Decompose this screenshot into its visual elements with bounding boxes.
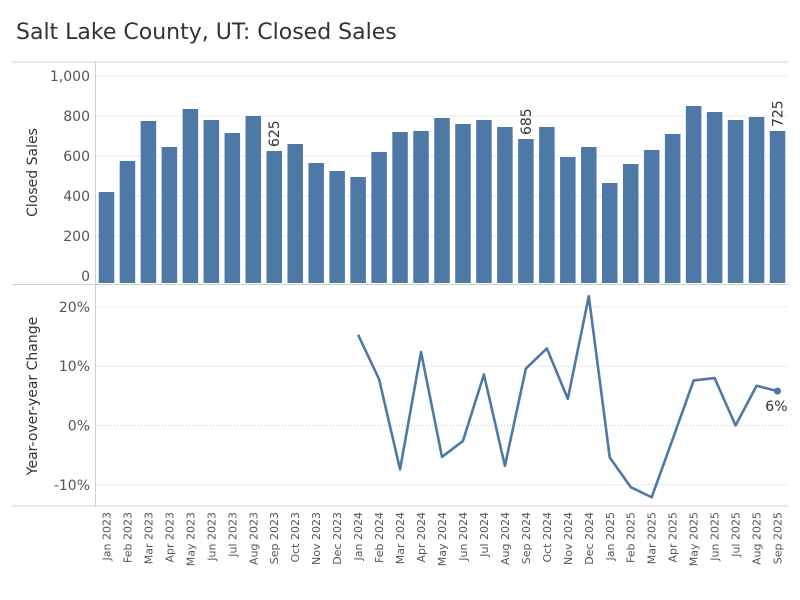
x-tick-label: Sep 2025 bbox=[772, 512, 785, 564]
page-title: Salt Lake County, UT: Closed Sales bbox=[16, 20, 397, 45]
yoy-change-line-panel: -10% 0% 10% 20% Year-over-year Change 6% bbox=[25, 294, 788, 499]
x-tick-label: Jul 2025 bbox=[730, 512, 743, 558]
closed-sales-bar bbox=[581, 147, 597, 283]
bar-y-axis-title: Closed Sales bbox=[25, 128, 41, 217]
x-tick-label: Aug 2024 bbox=[499, 512, 512, 565]
bar-data-label: 625 bbox=[267, 120, 283, 147]
x-tick-label: Aug 2023 bbox=[247, 512, 260, 565]
closed-sales-bar bbox=[476, 120, 492, 283]
x-tick-label: Apr 2024 bbox=[415, 512, 428, 563]
line-data-label: 6% bbox=[765, 399, 787, 415]
x-tick-label: May 2025 bbox=[688, 512, 701, 566]
closed-sales-bar bbox=[287, 144, 303, 283]
x-tick-label: Dec 2024 bbox=[583, 512, 596, 565]
x-tick-label: Jul 2024 bbox=[478, 512, 491, 558]
closed-sales-bar bbox=[748, 117, 765, 283]
x-tick-label: Sep 2023 bbox=[268, 512, 281, 564]
closed-sales-bar bbox=[140, 121, 157, 283]
closed-sales-bar-panel: 0 200 400 600 800 1,000 Closed Sales 625 685 725 bbox=[25, 69, 788, 285]
x-tick-label: Dec 2023 bbox=[331, 512, 344, 565]
line-y-tick-label: -10% bbox=[54, 478, 90, 494]
x-tick-label: Feb 2024 bbox=[373, 512, 386, 563]
closed-sales-bar bbox=[182, 109, 199, 283]
bar-data-label: 685 bbox=[519, 108, 535, 135]
closed-sales-bar bbox=[203, 120, 220, 283]
closed-sales-bar bbox=[98, 192, 115, 283]
x-tick-label: Apr 2023 bbox=[163, 512, 176, 563]
closed-sales-bar bbox=[643, 150, 660, 283]
x-tick-label: Mar 2023 bbox=[142, 512, 155, 564]
x-tick-label: Jun 2023 bbox=[205, 512, 218, 562]
x-tick-label: Jan 2024 bbox=[352, 512, 365, 561]
bar-data-label: 725 bbox=[771, 100, 787, 127]
line-y-axis-title: Year-over-year Change bbox=[25, 317, 41, 476]
x-tick-label: Aug 2025 bbox=[751, 512, 764, 565]
x-tick-label: Apr 2025 bbox=[667, 512, 680, 563]
closed-sales-bar bbox=[664, 134, 681, 283]
closed-sales-bar bbox=[413, 131, 429, 283]
x-tick-label: Jan 2025 bbox=[604, 512, 617, 561]
x-tick-label: Jun 2024 bbox=[457, 512, 470, 562]
x-tick-label: Mar 2024 bbox=[394, 512, 407, 564]
x-tick-label: Sep 2024 bbox=[520, 512, 533, 564]
bar-y-tick-label: 400 bbox=[63, 189, 90, 205]
closed-sales-bar bbox=[350, 177, 366, 283]
closed-sales-bar bbox=[455, 124, 471, 283]
line-y-tick-label: 20% bbox=[59, 300, 90, 316]
closed-sales-bar bbox=[685, 106, 702, 283]
bar-y-tick-label: 0 bbox=[81, 269, 90, 285]
closed-sales-bar bbox=[769, 131, 786, 283]
closed-sales-bar bbox=[706, 112, 723, 283]
x-tick-label: Feb 2023 bbox=[121, 512, 134, 563]
yoy-last-point bbox=[774, 387, 782, 395]
x-tick-label: Jul 2023 bbox=[226, 512, 239, 558]
x-tick-label: Jan 2023 bbox=[100, 512, 113, 561]
x-tick-label: Oct 2023 bbox=[289, 512, 302, 563]
closed-sales-bar bbox=[308, 163, 324, 283]
bar-y-tick-label: 800 bbox=[63, 109, 90, 125]
closed-sales-bar bbox=[245, 116, 262, 283]
chart-frame bbox=[12, 61, 788, 507]
closed-sales-bar bbox=[539, 127, 555, 283]
shared-x-axis: Jan 2023 Feb 2023 Mar 2023 Apr 2023 May 2023… bbox=[100, 512, 784, 566]
x-tick-label: Mar 2025 bbox=[646, 512, 659, 564]
closed-sales-bar bbox=[560, 157, 576, 283]
closed-sales-bar bbox=[434, 118, 450, 283]
bar-y-tick-label: 1,000 bbox=[50, 69, 90, 85]
closed-sales-bar bbox=[601, 183, 618, 283]
closed-sales-bar bbox=[224, 133, 241, 283]
bar-y-tick-label: 600 bbox=[63, 149, 90, 165]
closed-sales-bar bbox=[161, 147, 178, 283]
line-y-tick-label: 0% bbox=[68, 419, 90, 435]
closed-sales-bar bbox=[497, 127, 513, 283]
closed-sales-bar bbox=[392, 132, 408, 283]
yoy-change-line bbox=[356, 294, 778, 499]
closed-sales-bar bbox=[329, 171, 345, 283]
closed-sales-bar bbox=[119, 161, 136, 283]
closed-sales-bar bbox=[371, 152, 387, 283]
x-tick-label: Jun 2025 bbox=[709, 512, 722, 562]
x-tick-label: May 2023 bbox=[184, 512, 197, 566]
x-tick-label: May 2024 bbox=[436, 512, 449, 566]
x-tick-label: Nov 2023 bbox=[310, 512, 323, 565]
bar-y-tick-label: 200 bbox=[63, 229, 90, 245]
x-tick-label: Feb 2025 bbox=[625, 512, 638, 563]
x-tick-label: Oct 2024 bbox=[541, 512, 554, 563]
closed-sales-bar bbox=[266, 151, 283, 283]
closed-sales-bar bbox=[518, 139, 534, 283]
closed-sales-bar bbox=[622, 164, 639, 283]
line-y-tick-label: 10% bbox=[59, 359, 90, 375]
closed-sales-bar bbox=[727, 120, 744, 283]
x-tick-label: Nov 2024 bbox=[562, 512, 575, 565]
